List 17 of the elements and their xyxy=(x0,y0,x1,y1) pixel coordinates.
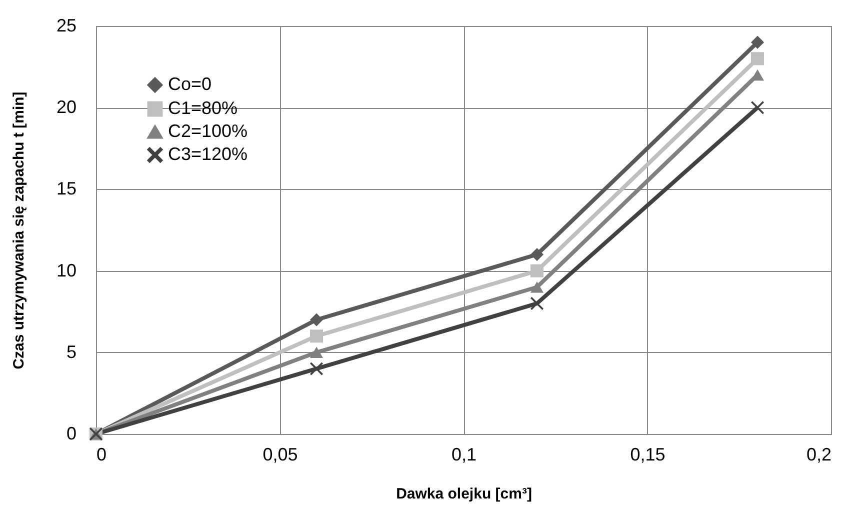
y-tick-label: 10 xyxy=(56,260,76,280)
y-axis-title: Czas utrzymywania się zapachu t [min] xyxy=(10,92,28,370)
x-tick-label: 0,2 xyxy=(806,444,832,464)
y-tick-label: 0 xyxy=(66,424,76,444)
y-tick-label: 5 xyxy=(66,342,76,362)
x-tick-label: 0,15 xyxy=(630,444,666,464)
x-tick-label: 0 xyxy=(96,444,107,464)
legend-label: C1=80% xyxy=(168,98,238,118)
legend-label: Co=0 xyxy=(168,74,212,94)
y-tick-label: 25 xyxy=(56,16,76,36)
y-tick-label: 15 xyxy=(56,178,76,199)
x-tick-label: 0,1 xyxy=(451,444,477,464)
x-axis-title: Dawka olejku [cm³] xyxy=(396,486,532,502)
x-tick-label: 0,05 xyxy=(262,444,298,464)
y-tick-label: 20 xyxy=(56,97,76,118)
legend-label: C3=120% xyxy=(168,144,248,164)
legend-label: C2=100% xyxy=(168,121,248,141)
